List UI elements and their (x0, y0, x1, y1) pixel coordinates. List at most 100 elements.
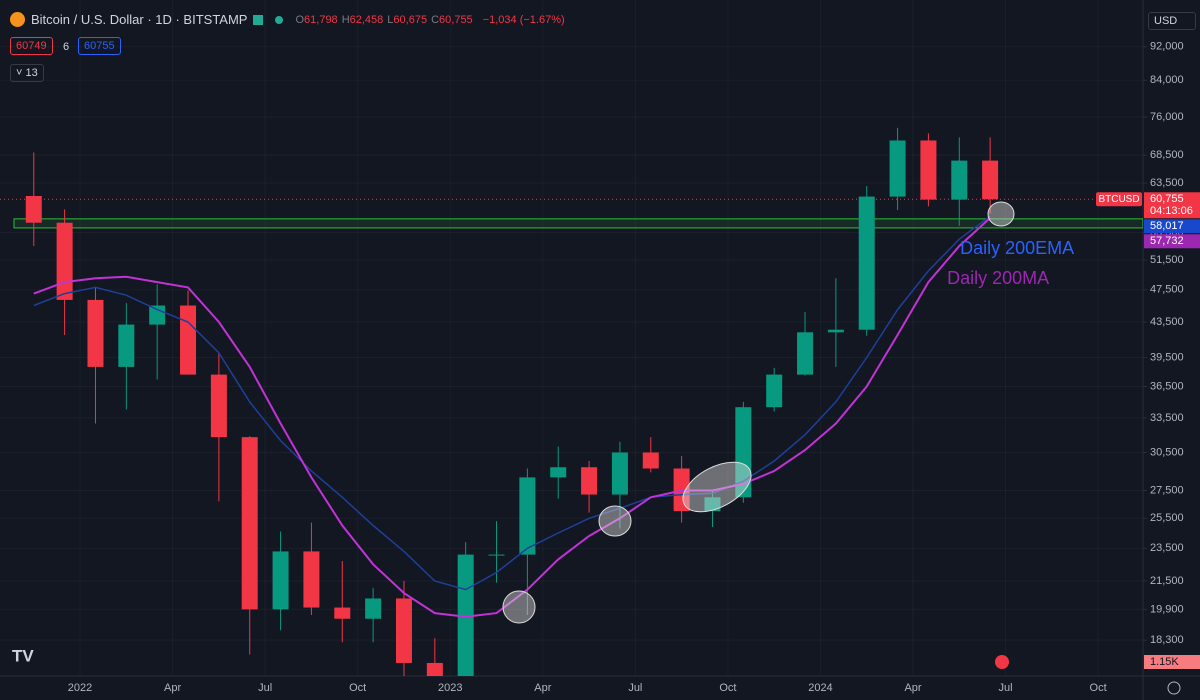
candle-body (550, 467, 567, 478)
ohlc-value: 62,458 (349, 13, 384, 26)
candle-body (982, 160, 999, 200)
y-tick-label: 18,300 (1150, 634, 1184, 646)
support-zone (13, 218, 1143, 229)
ohlc-label: H (341, 13, 350, 26)
y-tick-label: 19,900 (1150, 603, 1184, 615)
volume-tag: 1.15K (1150, 656, 1179, 668)
currency[interactable]: USD (1148, 12, 1196, 30)
settings-icon[interactable] (1167, 681, 1181, 695)
indicator-count: 13 (25, 67, 38, 79)
ohlc-label: L (387, 13, 394, 26)
candle-body (920, 140, 937, 200)
candle-body (488, 554, 505, 556)
y-tick-label: 23,500 (1150, 542, 1184, 554)
ma-line (33, 215, 991, 591)
y-tick-label: 25,500 (1150, 512, 1184, 524)
candle-body (56, 222, 73, 300)
y-tick-label: 84,000 (1150, 74, 1184, 86)
ohlc-value: 60,755 (439, 13, 473, 26)
flag-icon (253, 14, 264, 25)
candle-body (797, 332, 814, 375)
highlight-circle (598, 505, 632, 537)
ma-line (33, 217, 991, 618)
status-dot (275, 15, 284, 24)
price-tag (1144, 219, 1200, 234)
y-tick-label: 92,000 (1150, 41, 1184, 53)
candle-body (241, 437, 258, 610)
y-tick-label: 21,500 (1150, 575, 1184, 587)
x-tick-label: Oct (1090, 682, 1107, 694)
y-tick-label: 33,500 (1150, 412, 1184, 424)
price-tag-label: 60,755 (1150, 193, 1184, 205)
candle-body (180, 305, 197, 375)
volume-tag-bg (1144, 655, 1200, 669)
x-tick-label: Apr (164, 682, 181, 694)
candle-body (889, 140, 906, 197)
candle-body (766, 374, 783, 408)
symbol: Bitcoin / U.S. Dollar · 1D · BITSTAMP (31, 12, 248, 27)
ask[interactable]: 60755 (78, 37, 121, 55)
symbol-tag: BTCUSD (1098, 194, 1139, 205)
bid[interactable]: 60749 (10, 37, 53, 55)
spread: 6 (63, 41, 70, 53)
candle-body (365, 598, 382, 619)
candle-body (735, 407, 752, 498)
x-tick-label: Oct (349, 682, 366, 694)
price-tag (1144, 192, 1200, 219)
candle-body (334, 607, 351, 619)
y-tick-label: 76,000 (1150, 111, 1184, 123)
candle-body (581, 467, 598, 495)
axes: 92,00084,00076,00068,50063,50055,50051,5… (68, 41, 1200, 694)
candle-body (457, 554, 474, 676)
ohlc-label: C (431, 13, 440, 26)
candle-body (858, 196, 875, 330)
candle-body (827, 329, 844, 333)
candle-body (149, 305, 166, 325)
y-tick-label: 47,500 (1150, 284, 1184, 296)
candle-body (210, 374, 227, 438)
candle-body (395, 598, 412, 663)
event-icon (995, 655, 1009, 669)
plot-area (0, 127, 1143, 676)
y-tick-label: 51,500 (1150, 254, 1184, 266)
y-tick-label: 68,500 (1150, 149, 1184, 161)
change: −1,034 (−1.67%) (482, 13, 565, 26)
price-tag (1144, 234, 1200, 249)
price-tag-label: 57,732 (1150, 235, 1184, 247)
x-tick-label: 2022 (68, 682, 92, 694)
price-tag-label: 58,017 (1150, 220, 1184, 232)
ohlc-label: O (295, 13, 305, 26)
candle-body (118, 324, 135, 367)
x-tick-label: Jul (999, 682, 1013, 694)
line-annotation: Daily 200EMA (960, 238, 1074, 258)
y-tick-label: 63,500 (1150, 177, 1184, 189)
y-tick-label: 36,500 (1150, 380, 1184, 392)
symbol-tag-bg (1096, 192, 1142, 207)
candle-body (25, 195, 42, 223)
candle-body (426, 662, 443, 676)
tv-logo: TV (12, 646, 34, 665)
countdown: 04:13:06 (1150, 205, 1193, 217)
y-tick-label: 30,500 (1150, 446, 1184, 458)
highlight-circle (987, 201, 1015, 227)
ohlc-value: 60,675 (393, 13, 428, 26)
ohlc: O61,798 H62,458 L60,675 C60,755 (295, 14, 476, 26)
x-tick-label: Apr (534, 682, 551, 694)
y-tick-label: 43,500 (1150, 316, 1184, 328)
indicators-toggle[interactable]: ˅ 13 (10, 64, 44, 82)
legend-header: Bitcoin / U.S. Dollar · 1D · BITSTAMP O6… (10, 12, 565, 27)
x-tick-label: Apr (904, 682, 921, 694)
highlight-circle (502, 590, 536, 624)
highlight-circle (682, 461, 752, 513)
candle-body (704, 497, 721, 512)
x-tick-label: Jul (628, 682, 642, 694)
candle-body (272, 551, 289, 610)
x-tick-label: 2023 (438, 682, 462, 694)
y-tick-label: 39,500 (1150, 351, 1184, 363)
candle-body (87, 299, 104, 367)
x-tick-label: Jul (258, 682, 272, 694)
candle-body (303, 551, 320, 608)
line-annotation: Daily 200MA (947, 268, 1049, 288)
